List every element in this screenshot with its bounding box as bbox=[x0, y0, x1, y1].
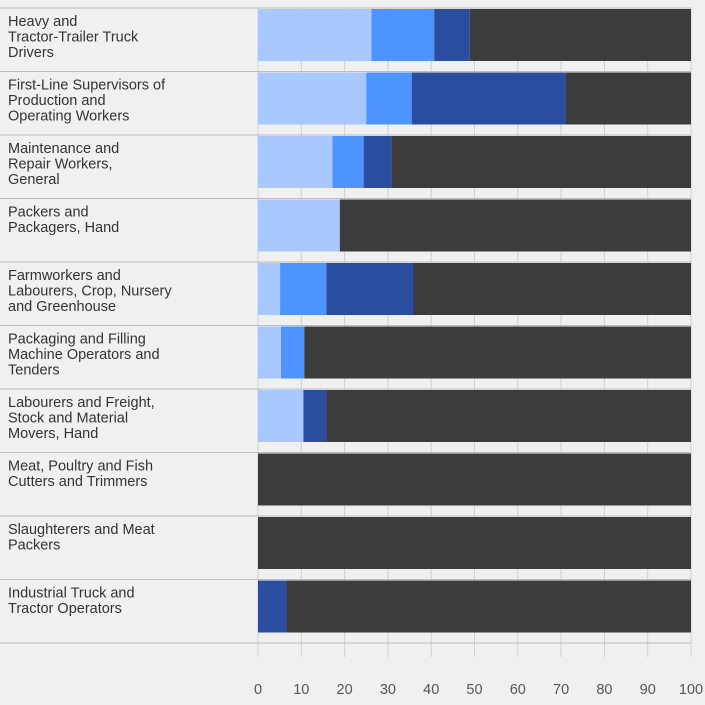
bar-segment-0-1 bbox=[371, 9, 435, 61]
bar-segment-4-1 bbox=[280, 263, 327, 315]
bar-segment-2-0 bbox=[258, 136, 333, 188]
bar-segment-6-0 bbox=[258, 390, 304, 442]
bars bbox=[258, 9, 691, 633]
x-tick-label-4: 40 bbox=[423, 682, 439, 698]
bar-segment-0-0 bbox=[258, 9, 372, 61]
bar-segment-5-0 bbox=[258, 326, 281, 379]
bar-segment-9-3 bbox=[286, 580, 691, 633]
bar-segment-6-3 bbox=[326, 390, 691, 442]
category-labels: Heavy and Tractor-Trailer Truck Drivers Fir… bbox=[8, 14, 172, 617]
x-tick-label-7: 70 bbox=[553, 682, 569, 698]
category-label-0: Heavy and Tractor-Trailer Truck Drivers bbox=[8, 14, 139, 61]
bar-segment-1-3 bbox=[565, 72, 691, 125]
bar-segment-5-3 bbox=[304, 326, 691, 379]
x-tick-label-1: 10 bbox=[293, 682, 309, 698]
bar-segment-0-2 bbox=[434, 9, 470, 61]
bar-segment-2-1 bbox=[332, 136, 364, 188]
bar-segment-0-3 bbox=[469, 9, 691, 61]
category-label-7: Meat, Poultry and Fish Cutters and Trimme… bbox=[8, 459, 153, 491]
x-tick-label-5: 50 bbox=[466, 682, 482, 698]
x-tick-label-3: 30 bbox=[380, 682, 396, 698]
x-tick-label-6: 60 bbox=[510, 682, 526, 698]
category-label-1: First-Line Supervisors of Production and O… bbox=[8, 78, 166, 125]
bar-segment-4-0 bbox=[258, 263, 281, 315]
category-label-6: Labourers and Freight, Stock and Material… bbox=[8, 395, 155, 442]
bar-segment-1-2 bbox=[411, 72, 566, 125]
bar-segment-9-2 bbox=[258, 580, 287, 633]
category-label-3: Packers and Packagers, Hand bbox=[8, 205, 119, 237]
x-tick-label-2: 20 bbox=[337, 682, 353, 698]
bar-segment-4-3 bbox=[413, 263, 691, 315]
bar-segment-7-3 bbox=[258, 453, 691, 506]
bar-segment-1-0 bbox=[258, 72, 367, 125]
bar-segment-2-3 bbox=[391, 136, 691, 188]
category-label-2: Maintenance and Repair Workers, General bbox=[8, 141, 119, 188]
category-label-9: Industrial Truck and Tractor Operators bbox=[8, 586, 135, 618]
bar-segment-3-3 bbox=[339, 199, 691, 252]
x-tick-label-10: 100 bbox=[679, 682, 703, 698]
category-label-8: Slaughterers and Meat Packers bbox=[8, 522, 155, 554]
x-tick-label-9: 90 bbox=[640, 682, 656, 698]
bar-segment-2-2 bbox=[363, 136, 392, 188]
bar-segment-8-3 bbox=[258, 517, 691, 569]
bar-segment-4-2 bbox=[326, 263, 414, 315]
category-label-5: Packaging and Filling Machine Operators a… bbox=[8, 332, 160, 379]
bar-segment-6-2 bbox=[303, 390, 327, 442]
bar-segment-3-0 bbox=[258, 199, 340, 252]
x-axis-ticks: 0 10 20 30 40 50 60 70 80 90 100 bbox=[254, 682, 703, 698]
bar-segment-5-1 bbox=[280, 326, 305, 379]
x-tick-label-0: 0 bbox=[254, 682, 262, 698]
bar-segment-1-1 bbox=[366, 72, 412, 125]
category-label-4: Farmworkers and Labourers, Crop, Nursery a… bbox=[8, 268, 172, 315]
x-tick-label-8: 80 bbox=[596, 682, 612, 698]
